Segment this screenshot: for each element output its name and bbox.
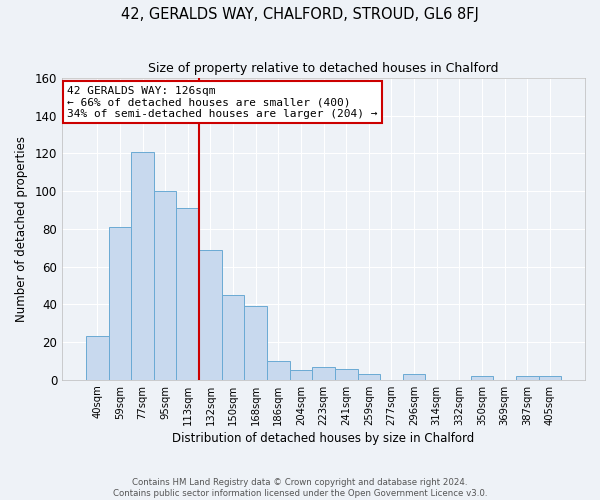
Title: Size of property relative to detached houses in Chalford: Size of property relative to detached ho… (148, 62, 499, 76)
Bar (267, 361, 290, 380)
Bar (358, 374, 380, 380)
X-axis label: Distribution of detached houses by size in Chalford: Distribution of detached houses by size … (172, 432, 475, 445)
Bar (403, 374, 425, 380)
Bar (516, 376, 539, 380)
Bar (539, 376, 561, 380)
Bar (312, 366, 335, 380)
Bar (131, 152, 154, 380)
Bar (290, 370, 312, 380)
Bar (109, 227, 131, 380)
Bar (222, 295, 244, 380)
Bar (335, 368, 358, 380)
Bar (199, 250, 222, 380)
Y-axis label: Number of detached properties: Number of detached properties (15, 136, 28, 322)
Text: 42, GERALDS WAY, CHALFORD, STROUD, GL6 8FJ: 42, GERALDS WAY, CHALFORD, STROUD, GL6 8… (121, 8, 479, 22)
Bar (471, 376, 493, 380)
Bar (244, 306, 267, 380)
Bar (154, 191, 176, 380)
Text: 42 GERALDS WAY: 126sqm
← 66% of detached houses are smaller (400)
34% of semi-de: 42 GERALDS WAY: 126sqm ← 66% of detached… (67, 86, 378, 119)
Bar (176, 208, 199, 380)
Bar (86, 336, 109, 380)
Text: Contains HM Land Registry data © Crown copyright and database right 2024.
Contai: Contains HM Land Registry data © Crown c… (113, 478, 487, 498)
